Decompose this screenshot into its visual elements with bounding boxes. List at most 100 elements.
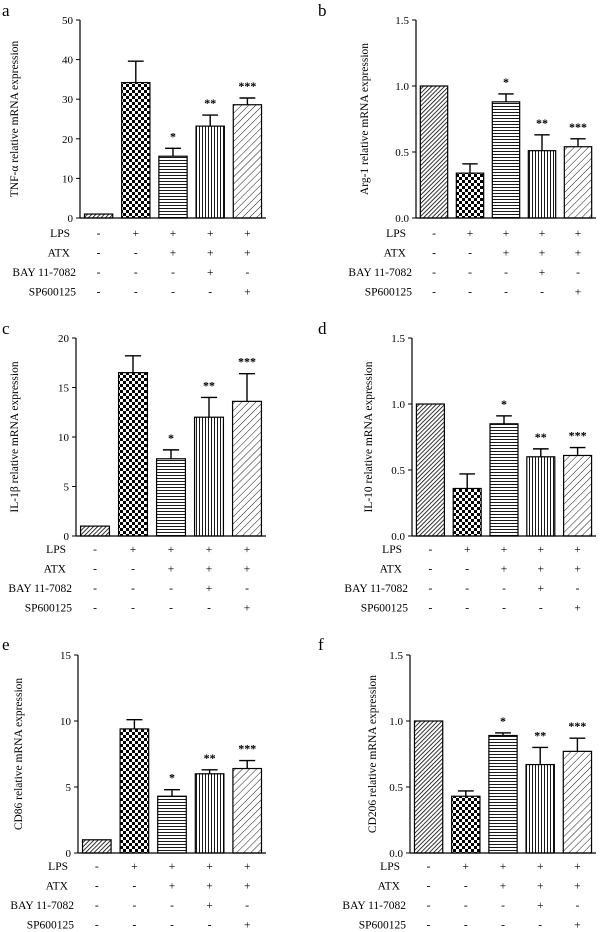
panel-letter: b xyxy=(318,1,327,20)
panel-letter: a xyxy=(2,1,10,20)
treatment-sign: + xyxy=(207,267,214,279)
treatment-label: ATX xyxy=(46,881,69,893)
treatment-sign: + xyxy=(574,603,581,615)
significance-label: *** xyxy=(238,355,256,369)
treatment-sign: - xyxy=(93,603,97,615)
treatment-label: SP600125 xyxy=(365,287,413,299)
treatment-sign: - xyxy=(171,287,175,299)
bar-2 xyxy=(119,728,150,854)
treatment-label: SP600125 xyxy=(29,287,77,299)
treatment-sign: - xyxy=(576,267,580,279)
treatment-sign: + xyxy=(244,544,251,556)
bar-5 xyxy=(232,767,263,854)
y-tick-label: 20 xyxy=(62,134,74,146)
significance-label: * xyxy=(503,75,509,89)
treatment-sign: + xyxy=(244,228,251,240)
treatment-sign: - xyxy=(427,900,431,912)
treatment-label: BAY 11-7082 xyxy=(10,900,74,912)
significance-label: * xyxy=(168,431,174,445)
treatment-sign: - xyxy=(97,267,101,279)
treatment-label: ATX xyxy=(44,564,67,576)
bar-1 xyxy=(81,839,112,854)
bar-1 xyxy=(413,720,444,854)
y-axis-label: IL-10 relative mRNA expression xyxy=(363,361,375,512)
bar-2 xyxy=(117,372,149,537)
treatment-sign: + xyxy=(169,881,176,893)
treatment-sign: - xyxy=(465,603,469,615)
bar-2 xyxy=(451,795,481,854)
y-tick-label: 1.5 xyxy=(389,650,403,662)
y-tick-label: 5 xyxy=(64,482,70,494)
y-axis-label: CD206 relative mRNA expression xyxy=(367,675,379,833)
treatment-sign: - xyxy=(245,900,249,912)
treatment-label: LPS xyxy=(46,544,66,556)
bar-3 xyxy=(491,101,521,219)
y-tick-label: 10 xyxy=(62,173,74,185)
y-axis-label: Arg-1 relative mRNA expression xyxy=(359,43,371,195)
panel-letter: e xyxy=(2,635,10,654)
treatment-label: SP600125 xyxy=(361,603,409,615)
treatment-sign: - xyxy=(132,900,136,912)
bar-2 xyxy=(121,81,151,219)
treatment-sign: + xyxy=(539,267,546,279)
y-tick-label: 0 xyxy=(68,213,74,225)
y-tick-label: 50 xyxy=(62,15,74,27)
treatment-sign: - xyxy=(97,228,101,240)
significance-label: *** xyxy=(569,429,587,443)
significance-label: ** xyxy=(534,728,546,742)
treatment-sign: - xyxy=(468,287,472,299)
treatment-sign: + xyxy=(463,861,470,873)
treatment-sign: - xyxy=(464,920,468,932)
significance-label: * xyxy=(169,771,175,785)
treatment-sign: + xyxy=(206,544,213,556)
treatment-label: BAY 11-7082 xyxy=(342,900,406,912)
treatment-sign: - xyxy=(504,267,508,279)
y-tick-label: 10 xyxy=(58,432,70,444)
treatment-sign: - xyxy=(95,861,99,873)
treatment-sign: + xyxy=(500,881,507,893)
treatment-sign: - xyxy=(134,267,138,279)
bar-2 xyxy=(455,172,485,219)
bar-3 xyxy=(155,458,187,537)
treatment-sign: - xyxy=(132,881,136,893)
y-tick-label: 1.5 xyxy=(391,333,405,345)
treatment-sign: - xyxy=(465,564,469,576)
bar-4 xyxy=(525,763,555,854)
y-tick-label: 20 xyxy=(58,333,70,345)
treatment-sign: - xyxy=(428,564,432,576)
treatment-label: ATX xyxy=(378,881,401,893)
significance-label: *** xyxy=(568,719,586,733)
treatment-sign: + xyxy=(170,248,177,260)
y-tick-label: 5 xyxy=(66,782,72,794)
treatment-label: LPS xyxy=(50,228,70,240)
treatment-sign: + xyxy=(206,900,213,912)
treatment-sign: + xyxy=(464,544,471,556)
treatment-sign: + xyxy=(244,564,251,576)
bar-4 xyxy=(527,150,557,219)
treatment-sign: + xyxy=(538,564,545,576)
y-tick-label: 15 xyxy=(60,650,72,662)
treatment-label: LPS xyxy=(386,228,406,240)
significance-label: ** xyxy=(203,378,215,392)
treatment-sign: - xyxy=(169,583,173,595)
treatment-sign: - xyxy=(131,564,135,576)
treatment-sign: + xyxy=(169,861,176,873)
y-tick-label: 0 xyxy=(66,848,72,860)
treatment-sign: + xyxy=(501,564,508,576)
treatment-sign: - xyxy=(132,920,136,932)
treatment-sign: + xyxy=(244,287,251,299)
treatment-sign: + xyxy=(538,544,545,556)
treatment-sign: + xyxy=(575,287,582,299)
treatment-sign: - xyxy=(93,564,97,576)
treatment-sign: - xyxy=(131,603,135,615)
bar-5 xyxy=(232,104,263,219)
panel-b: b 0.0 0.5 1.0 1.5 Arg-1 relative mRNA express… xyxy=(318,1,596,299)
treatment-sign: - xyxy=(208,920,212,932)
bar-1 xyxy=(415,403,445,537)
bar-1 xyxy=(79,525,111,537)
bar-3 xyxy=(158,155,188,219)
treatment-sign: - xyxy=(207,603,211,615)
y-tick-label: 30 xyxy=(62,94,74,106)
treatment-sign: + xyxy=(130,544,137,556)
